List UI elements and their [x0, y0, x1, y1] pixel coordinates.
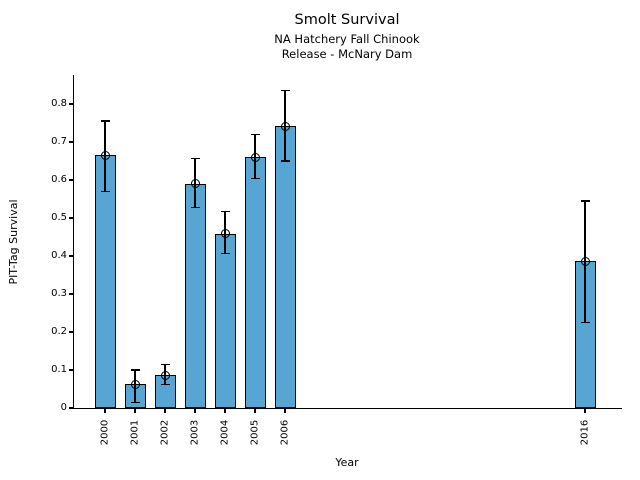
- bar-2000: [94, 155, 116, 408]
- error-cap-low-2005: [250, 177, 260, 180]
- error-cap-low-2001: [130, 401, 140, 404]
- y-tick-0.5: [69, 217, 73, 219]
- error-cap-high-2005: [250, 133, 260, 136]
- plot-area: [73, 75, 622, 409]
- y-tick-0: [69, 407, 73, 409]
- error-cap-high-2001: [130, 369, 140, 371]
- y-tick-0.8: [69, 103, 73, 105]
- y-tick-label-0.3: 0.3: [51, 288, 67, 299]
- x-tick-2002: [164, 409, 166, 414]
- error-cap-high-2004: [220, 210, 230, 213]
- chart-title: Smolt Survival: [294, 12, 400, 28]
- point-marker-2001: [130, 379, 140, 389]
- y-tick-label-0.4: 0.4: [51, 250, 67, 261]
- bar-2003: [184, 183, 206, 408]
- y-tick-label-0.2: 0.2: [51, 326, 67, 337]
- x-tick-2004: [224, 409, 226, 414]
- y-tick-label-0.1: 0.1: [51, 364, 67, 375]
- x-tick-label-2006: 2006: [279, 419, 291, 446]
- x-tick-2001: [134, 409, 136, 414]
- point-marker-2005: [250, 152, 260, 162]
- error-cap-low-2004: [220, 252, 230, 255]
- x-tick-label-2003: 2003: [189, 419, 201, 446]
- x-tick-2005: [254, 409, 256, 414]
- point-marker-2000: [100, 150, 110, 160]
- y-tick-label-0.8: 0.8: [51, 98, 67, 109]
- y-tick-0.3: [69, 293, 73, 295]
- x-tick-label-2004: 2004: [219, 419, 231, 446]
- chart-subtitle-stock: NA Hatchery Fall Chinook: [274, 32, 420, 46]
- error-cap-high-2000: [100, 120, 110, 122]
- y-tick-0.4: [69, 255, 73, 257]
- error-cap-high-2016: [580, 200, 590, 202]
- x-tick-label-2000: 2000: [99, 419, 111, 446]
- point-marker-2002: [160, 370, 170, 380]
- y-tick-label-0.6: 0.6: [51, 174, 67, 185]
- y-tick-0.6: [69, 179, 73, 181]
- x-tick-label-2001: 2001: [129, 419, 141, 446]
- error-cap-low-2002: [160, 383, 170, 386]
- point-marker-2006: [280, 121, 290, 131]
- y-tick-0.2: [69, 331, 73, 333]
- point-marker-2004: [220, 229, 230, 239]
- x-axis-label: Year: [335, 456, 359, 469]
- x-tick-label-2005: 2005: [249, 419, 261, 446]
- y-tick-label-0.7: 0.7: [51, 136, 67, 147]
- error-cap-high-2006: [280, 89, 290, 92]
- bar-2006: [274, 126, 296, 408]
- point-marker-2003: [190, 179, 200, 189]
- x-tick-label-2002: 2002: [159, 419, 171, 446]
- x-tick-2000: [104, 409, 106, 414]
- bar-2004: [214, 233, 236, 408]
- y-tick-0.1: [69, 369, 73, 371]
- x-tick-label-2016: 2016: [579, 419, 591, 446]
- point-marker-2016: [580, 256, 590, 266]
- x-tick-2016: [584, 409, 586, 414]
- error-cap-low-2000: [100, 190, 110, 193]
- error-cap-low-2003: [190, 206, 200, 209]
- y-tick-0.7: [69, 141, 73, 143]
- x-tick-2003: [194, 409, 196, 414]
- chart-subtitle-release: Release - McNary Dam: [281, 47, 413, 61]
- y-axis-label: PIT-Tag Survival: [7, 199, 20, 285]
- y-tick-label-0: 0: [60, 402, 67, 413]
- bar-2005: [244, 157, 266, 408]
- error-cap-high-2002: [160, 363, 170, 366]
- error-cap-low-2016: [580, 321, 590, 324]
- error-cap-high-2003: [190, 157, 200, 160]
- x-tick-2006: [284, 409, 286, 414]
- error-cap-low-2006: [280, 160, 290, 162]
- y-tick-label-0.5: 0.5: [51, 212, 67, 223]
